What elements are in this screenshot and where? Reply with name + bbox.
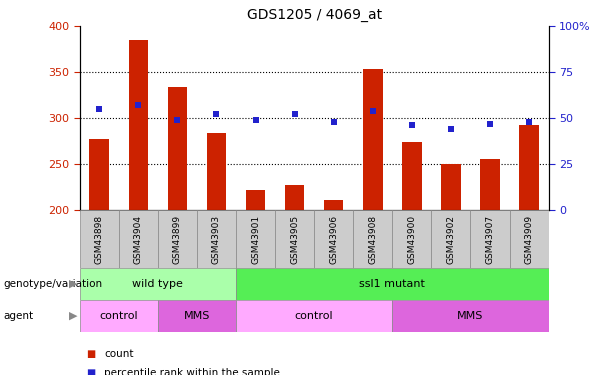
Text: ▶: ▶: [69, 279, 77, 289]
Text: wild type: wild type: [132, 279, 183, 289]
Bar: [275, 210, 314, 268]
Bar: [353, 210, 392, 268]
Text: GSM43899: GSM43899: [173, 214, 182, 264]
Text: GSM43907: GSM43907: [485, 214, 495, 264]
Bar: [432, 210, 471, 268]
Bar: [441, 164, 461, 210]
Bar: [167, 87, 187, 210]
Text: GSM43902: GSM43902: [446, 214, 455, 264]
Text: count: count: [104, 350, 134, 359]
Text: MMS: MMS: [184, 311, 210, 321]
Bar: [314, 210, 353, 268]
Bar: [236, 210, 275, 268]
Bar: [89, 139, 109, 210]
Bar: [197, 210, 236, 268]
Bar: [80, 300, 158, 332]
Bar: [509, 210, 549, 268]
Bar: [129, 40, 148, 210]
Text: GSM43904: GSM43904: [134, 214, 143, 264]
Bar: [324, 200, 343, 210]
Bar: [402, 142, 422, 210]
Text: GSM43905: GSM43905: [290, 214, 299, 264]
Text: GSM43906: GSM43906: [329, 214, 338, 264]
Text: ■: ■: [86, 350, 95, 359]
Bar: [363, 69, 383, 210]
Bar: [80, 268, 236, 300]
Bar: [471, 210, 509, 268]
Title: GDS1205 / 4069_at: GDS1205 / 4069_at: [246, 9, 382, 22]
Bar: [158, 210, 197, 268]
Bar: [285, 185, 305, 210]
Text: ■: ■: [86, 368, 95, 375]
Text: agent: agent: [3, 311, 33, 321]
Text: control: control: [295, 311, 333, 321]
Bar: [236, 268, 549, 300]
Bar: [119, 210, 158, 268]
Text: MMS: MMS: [457, 311, 484, 321]
Bar: [392, 300, 549, 332]
Text: genotype/variation: genotype/variation: [3, 279, 102, 289]
Text: ssl1 mutant: ssl1 mutant: [359, 279, 425, 289]
Text: control: control: [99, 311, 138, 321]
Bar: [519, 126, 539, 210]
Bar: [80, 210, 119, 268]
Text: GSM43909: GSM43909: [525, 214, 533, 264]
Bar: [480, 159, 500, 210]
Text: GSM43903: GSM43903: [212, 214, 221, 264]
Text: ▶: ▶: [69, 311, 77, 321]
Text: GSM43901: GSM43901: [251, 214, 260, 264]
Bar: [236, 300, 392, 332]
Bar: [207, 133, 226, 210]
Bar: [246, 190, 265, 210]
Text: GSM43908: GSM43908: [368, 214, 377, 264]
Bar: [158, 300, 236, 332]
Text: GSM43900: GSM43900: [408, 214, 416, 264]
Bar: [392, 210, 432, 268]
Text: GSM43898: GSM43898: [95, 214, 104, 264]
Text: percentile rank within the sample: percentile rank within the sample: [104, 368, 280, 375]
